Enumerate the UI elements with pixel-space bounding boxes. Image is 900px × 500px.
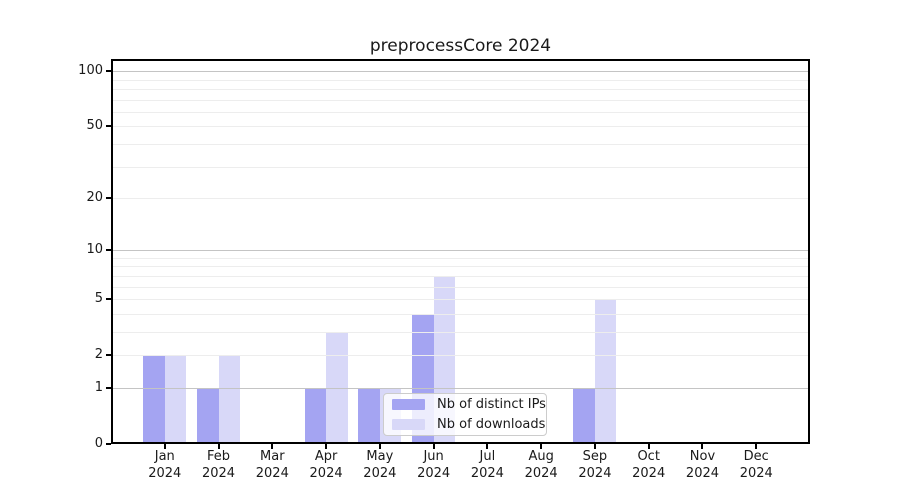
y-tick-mark: [106, 386, 111, 389]
y-tick-label: 50: [86, 118, 103, 134]
bar: [358, 387, 380, 444]
y-tick-label: 100: [78, 63, 103, 79]
x-tick-mark: [593, 444, 596, 449]
x-tick-mark: [486, 444, 489, 449]
grid-layer: [111, 59, 810, 444]
x-tick-mark: [325, 444, 328, 449]
y-tick-label: 1: [94, 379, 103, 395]
legend-swatch: [392, 419, 425, 430]
x-tick-mark: [432, 444, 435, 449]
minor-gridline: [111, 112, 810, 113]
x-tick-label: Mar 2024: [255, 449, 289, 481]
x-tick-mark: [217, 444, 220, 449]
x-tick-mark: [701, 444, 704, 449]
minor-gridline: [111, 144, 810, 145]
legend: Nb of distinct IPs Nb of downloads: [383, 393, 547, 436]
y-tick-mark: [106, 443, 111, 445]
minor-gridline: [111, 100, 810, 101]
minor-gridline: [111, 167, 810, 168]
bar: [573, 387, 595, 444]
x-tick-label: Apr 2024: [309, 449, 343, 481]
y-tick-label: 0: [94, 436, 103, 451]
x-tick-label: Dec 2024: [739, 449, 773, 481]
minor-gridline: [111, 126, 810, 127]
minor-gridline: [111, 258, 810, 259]
minor-gridline: [111, 198, 810, 199]
y-tick-label: 5: [94, 291, 103, 307]
x-tick-label: Nov 2024: [685, 449, 720, 481]
legend-swatch: [392, 399, 425, 410]
x-tick-mark: [378, 444, 381, 449]
legend-item: Nb of distinct IPs: [392, 397, 546, 412]
minor-gridline: [111, 266, 810, 267]
plot-area: Nb of distinct IPs Nb of downloads: [111, 59, 810, 444]
x-tick-label: Oct 2024: [632, 449, 666, 481]
y-tick-mark: [106, 249, 111, 252]
x-tick-mark: [163, 444, 166, 449]
minor-gridline: [111, 80, 810, 81]
y-tick-label: 2: [94, 347, 103, 363]
x-tick-label: Sep 2024: [578, 449, 612, 481]
y-tick-mark: [106, 354, 111, 357]
legend-item: Nb of downloads: [392, 417, 546, 432]
y-tick-label: 20: [86, 189, 103, 205]
x-tick-mark: [755, 444, 758, 449]
decade-gridline: [111, 388, 810, 389]
bar: [197, 387, 219, 444]
legend-label: Nb of downloads: [437, 417, 546, 432]
x-tick-mark: [271, 444, 274, 449]
x-tick-label: Feb 2024: [201, 449, 236, 481]
bar: [164, 355, 187, 444]
legend-label: Nb of distinct IPs: [437, 397, 546, 412]
minor-gridline: [111, 314, 810, 315]
chart-title: preprocessCore 2024: [369, 36, 552, 56]
x-tick-mark: [540, 444, 543, 449]
bar: [218, 355, 241, 444]
bar: [143, 355, 165, 444]
y-tick-mark: [106, 70, 111, 73]
x-tick-mark: [647, 444, 650, 449]
bar: [594, 299, 617, 444]
bar: [326, 331, 348, 444]
x-tick-label: Jul 2024: [470, 449, 504, 481]
minor-gridline: [111, 287, 810, 288]
decade-gridline: [111, 71, 810, 72]
minor-gridline: [111, 355, 810, 356]
y-tick-mark: [106, 298, 111, 301]
minor-gridline: [111, 299, 810, 300]
y-tick-label: 10: [86, 242, 103, 258]
decade-gridline: [111, 250, 810, 251]
x-tick-label: Aug 2024: [524, 449, 558, 481]
bar: [304, 387, 327, 444]
minor-gridline: [111, 276, 810, 277]
x-tick-label: Jun 2024: [417, 449, 451, 481]
x-tick-label: Jan 2024: [148, 449, 182, 481]
x-tick-label: May 2024: [363, 449, 397, 481]
y-tick-mark: [106, 196, 111, 199]
y-tick-mark: [106, 125, 111, 128]
minor-gridline: [111, 89, 810, 90]
minor-gridline: [111, 332, 810, 333]
